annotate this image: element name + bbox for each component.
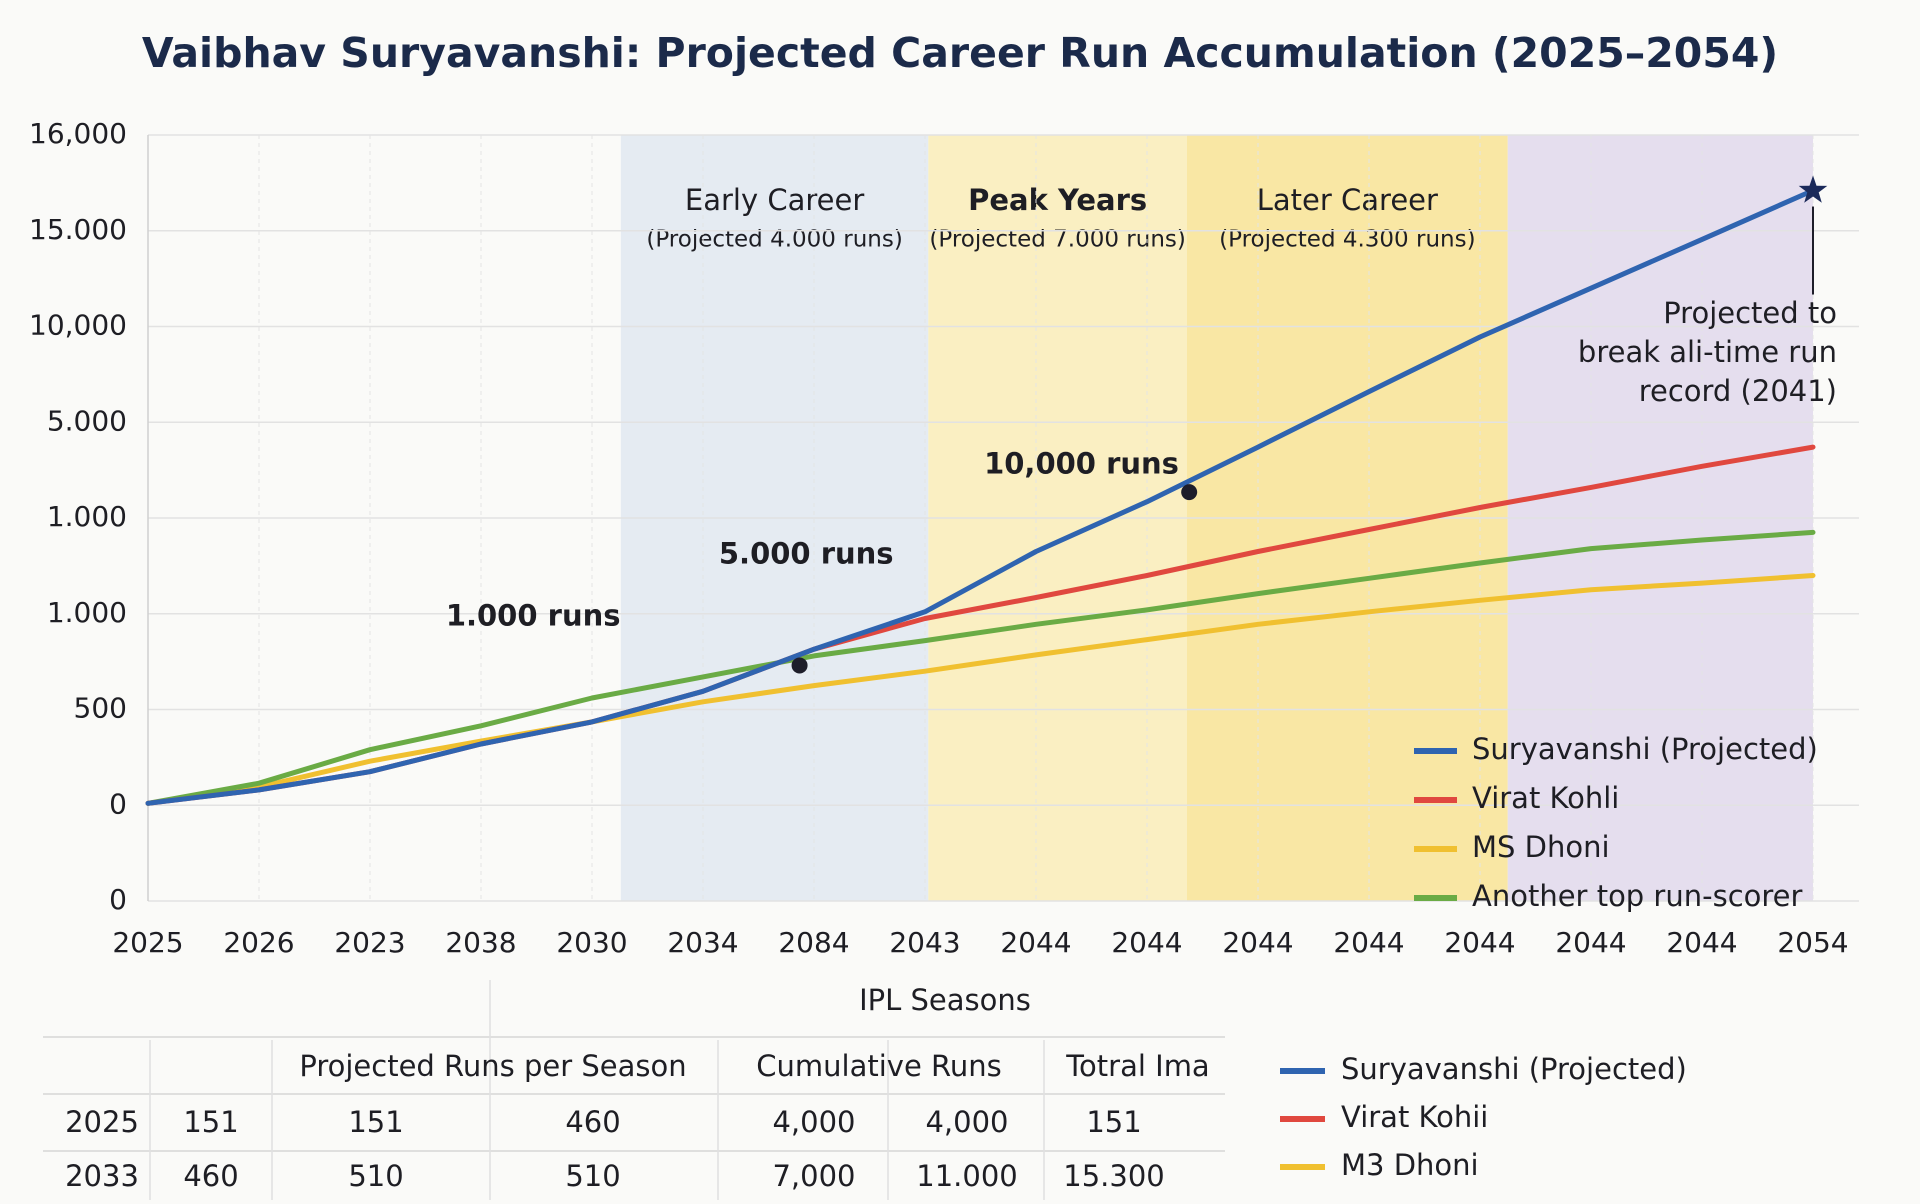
- table-header: Cumulative Runs: [756, 1049, 1001, 1083]
- x-tick-label: 2025: [112, 926, 183, 959]
- x-tick-label: 2054: [1777, 926, 1848, 959]
- table-legend-label: Suryavanshi (Projected): [1341, 1052, 1687, 1086]
- legend-label: Another top run-scorer: [1472, 879, 1803, 913]
- series-line: [145, 573, 1816, 806]
- table-header: Totral Ima: [1065, 1049, 1209, 1083]
- table-cell: 2025: [65, 1105, 139, 1139]
- phase-label: Peak Years: [968, 183, 1147, 217]
- x-tick-label: 2023: [334, 926, 405, 959]
- series-line: [145, 529, 1816, 806]
- table-legend-label: Virat Kohii: [1341, 1100, 1488, 1134]
- x-tick-label: 2044: [1111, 926, 1182, 959]
- y-tick-label: 500: [74, 692, 127, 725]
- x-tick-label: 2034: [667, 926, 738, 959]
- record-note: record (2041): [1639, 374, 1837, 408]
- x-tick-label: 2044: [1333, 926, 1404, 959]
- phase-label: Early Career: [685, 183, 864, 217]
- milestone-dot: [1181, 484, 1198, 501]
- table-cell: 151: [1086, 1105, 1141, 1139]
- record-star: [1798, 175, 1828, 203]
- legend-label: Virat Kohli: [1472, 781, 1619, 815]
- y-tick-label: 5.000: [47, 404, 127, 437]
- x-axis-label: IPL Seasons: [859, 983, 1031, 1017]
- phase-label: Later Career: [1257, 183, 1438, 217]
- x-tick-label: 2038: [445, 926, 516, 959]
- y-tick-label: 0: [109, 787, 127, 820]
- y-tick-label: 15.000: [29, 213, 127, 246]
- table-legend-label: M3 Dhoni: [1341, 1148, 1479, 1182]
- y-tick-label: 1.000: [47, 500, 127, 533]
- x-tick-label: 2026: [223, 926, 294, 959]
- chart-title: Vaibhav Suryavanshi: Projected Career Ru…: [142, 29, 1778, 77]
- table-cell: 510: [348, 1159, 403, 1193]
- legend-label: Suryavanshi (Projected): [1472, 732, 1818, 766]
- x-tick-label: 2044: [1444, 926, 1515, 959]
- record-note: Projected to: [1663, 296, 1837, 330]
- y-tick-label: 10,000: [29, 309, 127, 342]
- table-cell: 2033: [65, 1159, 139, 1193]
- table-header: Projected Runs per Season: [299, 1049, 686, 1083]
- table-cell: 11.000: [916, 1159, 1017, 1193]
- x-tick-label: 2044: [1555, 926, 1626, 959]
- milestone-dot: [791, 657, 808, 674]
- table-cell: 510: [565, 1159, 620, 1193]
- x-tick-label: 2044: [1666, 926, 1737, 959]
- table-cell: 15.300: [1063, 1159, 1164, 1193]
- y-tick-label: 0: [109, 883, 127, 916]
- table-cell: 460: [565, 1105, 620, 1139]
- y-tick-label: 16,000: [29, 117, 127, 150]
- series-line: [145, 188, 1816, 806]
- table-cell: 151: [183, 1105, 238, 1139]
- milestone-label: 1.000 runs: [446, 599, 621, 633]
- x-tick-label: 2084: [778, 926, 849, 959]
- table-cell: 4,000: [925, 1105, 1008, 1139]
- milestone-label: 5.000 runs: [719, 536, 894, 570]
- x-tick-label: 2044: [1222, 926, 1293, 959]
- record-note: break ali-time run: [1578, 335, 1837, 369]
- table-cell: 151: [348, 1105, 403, 1139]
- x-tick-label: 2043: [889, 926, 960, 959]
- table-cell: 7,000: [772, 1159, 855, 1193]
- table-cell: 4,000: [772, 1105, 855, 1139]
- milestone-label: 10,000 runs: [984, 446, 1179, 480]
- legend-label: MS Dhoni: [1472, 830, 1610, 864]
- y-tick-label: 1.000: [47, 596, 127, 629]
- x-tick-label: 2030: [556, 926, 627, 959]
- x-tick-label: 2044: [1000, 926, 1071, 959]
- table-cell: 460: [183, 1159, 238, 1193]
